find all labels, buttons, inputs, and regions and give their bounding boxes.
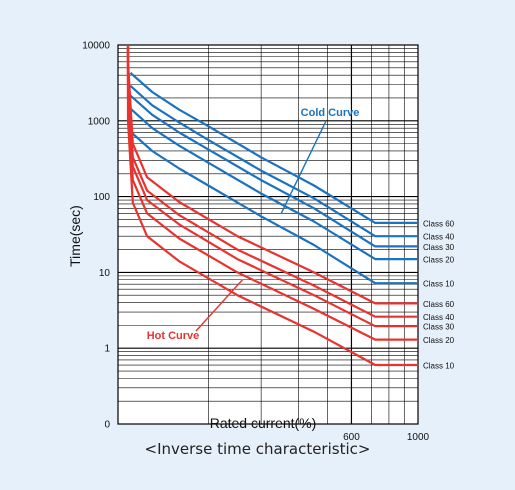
y-tick-label: 1000 — [88, 116, 111, 127]
series-label: Class 40 — [423, 313, 455, 322]
series-label: Class 60 — [423, 219, 455, 228]
hot-curve-class-20 — [126, 45, 418, 341]
series-label: Class 40 — [423, 233, 455, 242]
series-label: Class 10 — [423, 280, 455, 289]
y-tick-label: 1 — [104, 344, 110, 355]
series-label: Class 60 — [423, 300, 455, 309]
cold-curve-class-30 — [129, 94, 418, 248]
cold-curve-class-20 — [129, 107, 418, 261]
chart-grid — [117, 44, 419, 425]
hot-leader-line — [195, 279, 244, 332]
y-tick-label: 100 — [93, 192, 110, 203]
series-label: Class 20 — [423, 336, 455, 345]
series-label: Class 20 — [423, 256, 455, 265]
y-tick-label: 0 — [104, 420, 110, 431]
series-label: Class 30 — [423, 243, 455, 252]
cold-leader-line — [280, 120, 327, 214]
series-label: Class 10 — [423, 362, 455, 371]
cold-curve-class-10 — [129, 130, 418, 285]
y-axis-label: Time(sec) — [67, 205, 83, 267]
hot-curve-annotation: Hot Curve — [147, 330, 200, 342]
x-axis-label: Rated current(%) — [210, 415, 317, 431]
y-tick-label: 10000 — [82, 41, 110, 52]
cold-curve-annotation: Cold Curve — [301, 107, 360, 119]
x-tick-label: 1000 — [407, 432, 430, 443]
callout-leaders — [195, 120, 327, 332]
y-tick-label: 10 — [99, 268, 111, 279]
cold-curve-class-60 — [129, 71, 418, 224]
figure-caption: <Inverse time characteristic> — [144, 440, 371, 458]
x-tick-label: 600 — [343, 432, 360, 443]
chart-curves — [126, 45, 418, 367]
series-label: Class 30 — [423, 323, 455, 332]
cold-curve-class-40 — [129, 84, 418, 238]
hot-curve-class-10 — [126, 45, 418, 367]
